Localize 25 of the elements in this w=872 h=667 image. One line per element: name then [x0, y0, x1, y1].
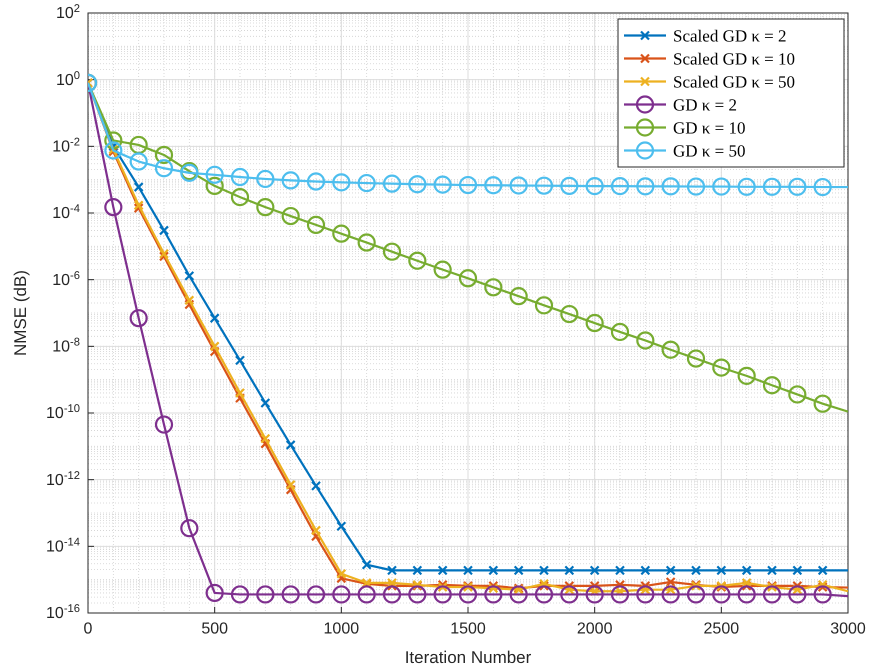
x-tick-label: 0 — [84, 620, 93, 638]
x-tick-label: 1000 — [324, 620, 360, 638]
y-tick-label: 10$^{-12}$ — [46, 470, 80, 489]
x-tick-label: 1500 — [450, 620, 486, 638]
x-tick-label: 500 — [201, 620, 228, 638]
y-axis-title: NMSE (dB) — [11, 270, 30, 356]
y-tick-label: 10$^{0}$ — [56, 70, 80, 89]
legend-label: Scaled GD κ = 10 — [673, 49, 796, 68]
x-tick-label: 2500 — [704, 620, 740, 638]
legend-label: GD κ = 50 — [673, 141, 746, 160]
y-tick-label: 10$^{-4}$ — [52, 203, 80, 222]
legend-label: GD κ = 2 — [673, 95, 737, 114]
y-tick-label: 10$^{-14}$ — [46, 536, 80, 556]
y-tick-label: 10$^{2}$ — [56, 3, 80, 22]
x-tick-label: 2000 — [576, 620, 613, 638]
y-tick-label: 10$^{-16}$ — [46, 603, 80, 622]
y-tick-label: 10$^{-6}$ — [52, 270, 80, 289]
legend-label: Scaled GD κ = 50 — [673, 72, 796, 92]
y-tick-label: 10$^{-8}$ — [52, 336, 80, 356]
y-tick-label: 10$^{-10}$ — [46, 403, 80, 422]
legend-label: GD κ = 10 — [673, 118, 746, 138]
x-axis-title: Iteration Number — [404, 648, 532, 667]
x-tick-label: 3000 — [830, 620, 866, 638]
y-tick-label: 10$^{-2}$ — [52, 136, 80, 156]
legend-label: Scaled GD κ = 2 — [673, 26, 787, 46]
